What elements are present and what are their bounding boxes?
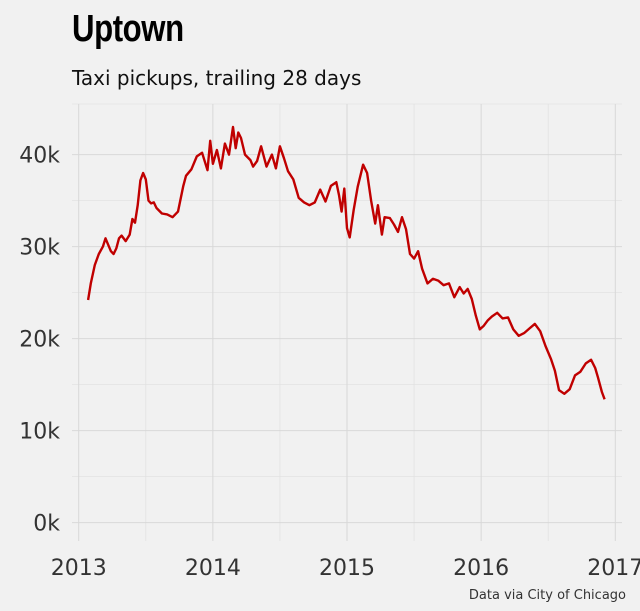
- x-tick-label: 2017: [587, 556, 640, 581]
- x-tick-label: 2016: [453, 556, 509, 581]
- source-note: Data via City of Chicago: [468, 588, 626, 603]
- y-tick-label: 30k: [19, 236, 60, 261]
- y-tick-label: 0k: [33, 512, 60, 537]
- x-tick-label: 2014: [185, 556, 241, 581]
- x-tick-label: 2013: [51, 556, 107, 581]
- y-tick-label: 10k: [19, 420, 60, 445]
- chart-title: Uptown: [72, 8, 184, 50]
- y-tick-label: 40k: [19, 144, 60, 169]
- series-line: [86, 125, 606, 400]
- chart-subtitle: Taxi pickups, trailing 28 days: [72, 66, 362, 90]
- x-tick-label: 2015: [319, 556, 375, 581]
- y-tick-label: 20k: [19, 328, 60, 353]
